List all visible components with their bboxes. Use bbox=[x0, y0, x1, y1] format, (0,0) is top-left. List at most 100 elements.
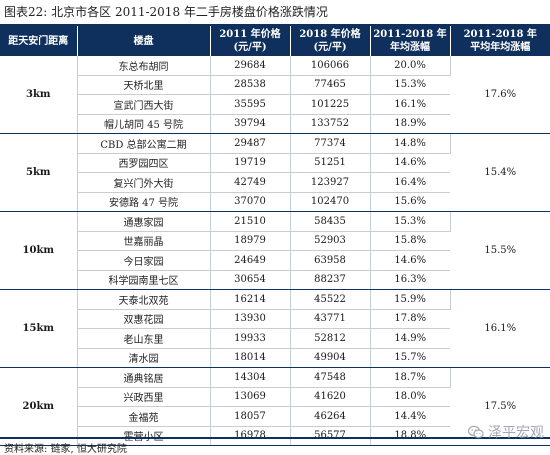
estate-cell: 宣武门西大街 bbox=[77, 94, 211, 115]
price-2011-cell: 28538 bbox=[210, 75, 291, 95]
table-body: 3km 东总布胡同 29684 106066 20.0% 17.6% 天桥北里 28538 77… bbox=[0, 56, 550, 446]
annual-growth-cell: 15.7% bbox=[370, 348, 450, 368]
annual-growth-cell: 16.4% bbox=[370, 172, 450, 193]
watermark: 泽平宏观 bbox=[467, 422, 544, 442]
header-price-2018: 2018 年价格 (元/平) bbox=[290, 26, 371, 56]
annual-growth-cell: 18.7% bbox=[370, 367, 451, 388]
annual-growth-cell: 18.9% bbox=[370, 114, 450, 134]
price-2011-cell: 19933 bbox=[210, 328, 291, 349]
price-2018-cell: 49904 bbox=[290, 348, 371, 368]
estate-cell: 通典铭居 bbox=[77, 367, 211, 388]
price-2011-cell: 14304 bbox=[210, 367, 291, 388]
top-rule bbox=[0, 24, 550, 26]
annual-growth-cell: 18.8% bbox=[370, 426, 450, 446]
annual-growth-cell: 15.3% bbox=[370, 211, 451, 232]
price-2018-cell: 123927 bbox=[290, 172, 371, 193]
source-note: 资料来源: 链家, 恒大研究院 bbox=[4, 444, 127, 455]
estate-cell: 通惠家园 bbox=[77, 211, 211, 232]
estate-cell: 世嘉丽晶 bbox=[77, 231, 211, 251]
annual-growth-cell: 15.6% bbox=[370, 192, 450, 212]
price-2011-cell: 16214 bbox=[210, 289, 291, 310]
price-2011-cell: 19719 bbox=[210, 153, 291, 173]
price-2011-cell: 37070 bbox=[210, 192, 291, 212]
price-2018-cell: 46264 bbox=[290, 406, 371, 427]
estate-cell: 老山东里 bbox=[77, 328, 211, 349]
estate-cell: 帽儿胡同 45 号院 bbox=[77, 114, 211, 134]
table-row: 兴政西里 13069 41620 18.0% bbox=[0, 387, 550, 407]
price-2018-cell: 45522 bbox=[290, 289, 371, 310]
price-2018-cell: 52812 bbox=[290, 328, 371, 349]
table-row: 3km 东总布胡同 29684 106066 20.0% 17.6% bbox=[0, 56, 550, 134]
price-2011-cell: 29487 bbox=[210, 133, 291, 154]
table-row: 今日家园 24649 63958 14.6% bbox=[0, 250, 550, 271]
distance-cell: 5km bbox=[0, 133, 78, 212]
estate-cell: 安德路 47 号院 bbox=[77, 192, 211, 212]
estate-cell: 天泰北双苑 bbox=[77, 289, 211, 310]
figure-title: 图表22: 北京市各区 2011-2018 年二手房楼盘价格涨跌情况 bbox=[4, 5, 328, 19]
annual-growth-cell: 15.8% bbox=[370, 231, 450, 251]
price-2018-cell: 63958 bbox=[290, 250, 371, 271]
annual-growth-cell: 14.6% bbox=[370, 250, 450, 271]
estate-cell: 兴政西里 bbox=[77, 387, 211, 407]
price-2011-cell: 35595 bbox=[210, 94, 291, 115]
price-2011-cell: 18057 bbox=[210, 406, 291, 427]
header-average-growth: 2011-2018 年平均年均涨幅 bbox=[450, 26, 550, 56]
estate-cell: 双惠花园 bbox=[77, 309, 211, 329]
estate-cell: CBD 总部公寓二期 bbox=[77, 133, 211, 154]
annual-growth-cell: 14.8% bbox=[370, 133, 451, 154]
annual-growth-cell: 14.9% bbox=[370, 328, 450, 349]
annual-growth-cell: 15.3% bbox=[370, 75, 450, 95]
price-2018-cell: 77465 bbox=[290, 75, 371, 95]
estate-cell: 科学园南里七区 bbox=[77, 270, 211, 290]
annual-growth-cell: 18.0% bbox=[370, 387, 450, 407]
average-growth-cell: 17.5% bbox=[450, 367, 550, 446]
estate-cell: 西罗园四区 bbox=[77, 153, 211, 173]
wechat-icon bbox=[467, 425, 484, 439]
table-row: 霍营小区169785657718.8% bbox=[0, 426, 550, 446]
distance-cell: 10km bbox=[0, 211, 78, 290]
table-row: 复兴门外大街 42749 123927 16.4% bbox=[0, 172, 550, 193]
annual-growth-cell: 16.3% bbox=[370, 270, 450, 290]
average-growth-cell: 17.6% bbox=[450, 56, 550, 134]
annual-growth-cell: 14.4% bbox=[370, 406, 450, 427]
price-2018-cell: 47548 bbox=[290, 367, 371, 388]
estate-cell: 复兴门外大街 bbox=[77, 172, 211, 193]
estate-cell: 金福苑 bbox=[77, 406, 211, 427]
price-2018-cell: 51251 bbox=[290, 153, 371, 173]
price-2011-cell: 24649 bbox=[210, 250, 291, 271]
table-row: 10km 通惠家园 21510 58435 15.3% 15.5% bbox=[0, 211, 550, 290]
price-2018-cell: 43771 bbox=[290, 309, 371, 329]
table-row: 双惠花园 13930 43771 17.8% bbox=[0, 309, 550, 329]
price-2018-cell: 102470 bbox=[290, 192, 371, 212]
price-2018-cell: 106066 bbox=[290, 56, 371, 76]
table-header-row: 距天安门距离 楼盘 2011 年价格 (元/平) 2018 年价格 (元/平) 20… bbox=[0, 26, 550, 56]
annual-growth-cell: 14.6% bbox=[370, 153, 450, 173]
price-2018-cell: 88237 bbox=[290, 270, 371, 290]
price-2011-cell: 29684 bbox=[210, 56, 291, 76]
price-2011-cell: 18979 bbox=[210, 231, 291, 251]
bottom-rule bbox=[0, 437, 550, 439]
price-2011-cell: 13069 bbox=[210, 387, 291, 407]
price-2011-cell: 30654 bbox=[210, 270, 291, 290]
price-table: 距天安门距离 楼盘 2011 年价格 (元/平) 2018 年价格 (元/平) 20… bbox=[0, 26, 550, 446]
watermark-text: 泽平宏观 bbox=[488, 425, 544, 441]
table-row: 西罗园四区 19719 51251 14.6% bbox=[0, 153, 550, 173]
annual-growth-cell: 20.0% bbox=[370, 56, 451, 76]
price-2018-cell: 58435 bbox=[290, 211, 371, 232]
header-estate: 楼盘 bbox=[77, 26, 211, 56]
table-row: 科学园南里七区 30654 88237 16.3% bbox=[0, 270, 550, 290]
estate-cell: 今日家园 bbox=[77, 250, 211, 271]
header-distance: 距天安门距离 bbox=[0, 26, 78, 56]
price-2018-cell: 77374 bbox=[290, 133, 371, 154]
price-2011-cell: 21510 bbox=[210, 211, 291, 232]
estate-cell: 天桥北里 bbox=[77, 75, 211, 95]
average-growth-cell: 16.1% bbox=[450, 289, 550, 368]
annual-growth-cell: 16.1% bbox=[370, 94, 450, 115]
table-row: 清水园 18014 49904 15.7% bbox=[0, 348, 550, 368]
table-row: 5km CBD 总部公寓二期 29487 77374 14.8% 15.4% bbox=[0, 133, 550, 212]
average-growth-cell: 15.4% bbox=[450, 133, 550, 212]
table-row: 世嘉丽晶 18979 52903 15.8% bbox=[0, 231, 550, 251]
header-annual-growth: 2011-2018 年年均涨幅 bbox=[370, 26, 451, 56]
table-row: 20km 通典铭居 14304 47548 18.7% 17.5% bbox=[0, 367, 550, 446]
estate-cell: 清水园 bbox=[77, 348, 211, 368]
